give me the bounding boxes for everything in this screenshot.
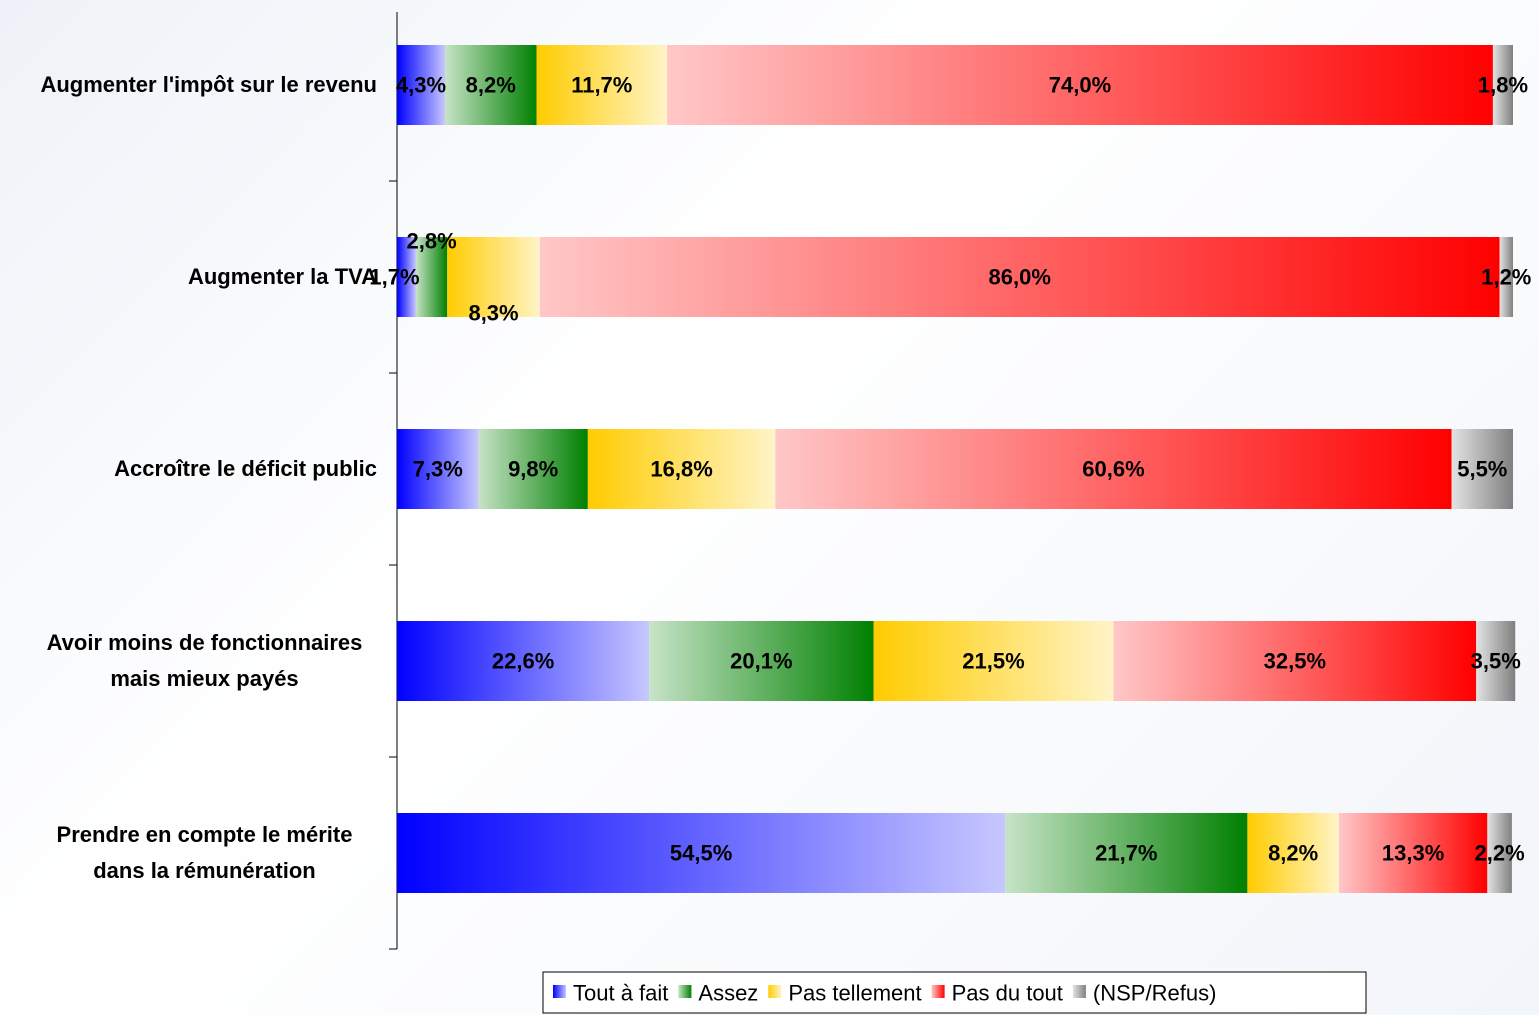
- legend-swatch: [768, 985, 782, 998]
- legend-label: Tout à fait: [573, 981, 668, 1006]
- bar-segment: [1005, 813, 1248, 893]
- value-label: 3,5%: [1471, 649, 1521, 674]
- bar-segment: [1487, 813, 1512, 893]
- category-label: Augmenter la TVA: [187, 264, 377, 289]
- bar-segment: [539, 237, 1500, 317]
- bar-segment: [587, 429, 776, 509]
- bar-segment: [1451, 429, 1513, 509]
- bar-segment: [1247, 813, 1339, 893]
- bar-segment: [397, 429, 479, 509]
- value-label: 74,0%: [1049, 73, 1111, 98]
- bar-segment: [397, 621, 650, 701]
- value-label: 21,5%: [962, 649, 1024, 674]
- category-label: Avoir moins de fonctionnaires mais mieux…: [46, 630, 363, 691]
- value-label: 1,2%: [1481, 265, 1531, 290]
- bar-segment: [415, 237, 448, 317]
- legend-swatch: [931, 985, 945, 998]
- bar-segment: [447, 237, 540, 317]
- category-label: Prendre en compte le mérite dans la rému…: [56, 822, 353, 883]
- value-label: 8,3%: [468, 301, 518, 326]
- legend-swatch: [1072, 985, 1086, 998]
- bar-segment: [444, 45, 537, 125]
- legend-label: Pas tellement: [788, 981, 921, 1006]
- bar-segment: [397, 813, 1006, 893]
- bar-segment: [1338, 813, 1488, 893]
- value-label: 21,7%: [1095, 841, 1157, 866]
- value-label: 16,8%: [650, 457, 712, 482]
- value-label: 9,8%: [508, 457, 558, 482]
- bar-segment: [478, 429, 588, 509]
- bar-segment: [1499, 237, 1513, 317]
- bar-segment: [397, 237, 416, 317]
- legend-label: Pas du tout: [952, 981, 1063, 1006]
- value-label: 20,1%: [730, 649, 792, 674]
- bar-segment: [536, 45, 668, 125]
- value-label: 1,8%: [1478, 73, 1528, 98]
- bar-segment: [397, 45, 445, 125]
- category-label: Accroître le déficit public: [114, 456, 377, 481]
- category-label: Augmenter l'impôt sur le revenu: [40, 72, 377, 97]
- value-label: 60,6%: [1082, 457, 1144, 482]
- value-label: 5,5%: [1457, 457, 1507, 482]
- bar-segment: [1476, 621, 1516, 701]
- value-label: 32,5%: [1264, 649, 1326, 674]
- legend-swatch: [553, 985, 566, 998]
- bar-segment: [649, 621, 874, 701]
- bar-segment: [775, 429, 1452, 509]
- bar-segment: [1113, 621, 1477, 701]
- value-label: 2,8%: [407, 229, 457, 254]
- value-label: 11,7%: [571, 73, 632, 98]
- value-label: 22,6%: [492, 649, 554, 674]
- value-label: 13,3%: [1382, 841, 1444, 866]
- legend-swatch: [678, 985, 692, 998]
- value-label: 8,2%: [466, 73, 516, 98]
- value-label: 8,2%: [1268, 841, 1318, 866]
- value-label: 2,2%: [1475, 841, 1525, 866]
- value-label: 54,5%: [670, 841, 732, 866]
- value-label: 4,3%: [396, 73, 446, 98]
- legend-label: Assez: [698, 981, 758, 1006]
- value-label: 1,7%: [369, 265, 419, 290]
- legend-label: (NSP/Refus): [1093, 981, 1216, 1006]
- bar-segment: [667, 45, 1493, 125]
- bar-segment: [873, 621, 1114, 701]
- value-label: 86,0%: [989, 265, 1051, 290]
- bar-segment: [1492, 45, 1513, 125]
- value-label: 7,3%: [413, 457, 463, 482]
